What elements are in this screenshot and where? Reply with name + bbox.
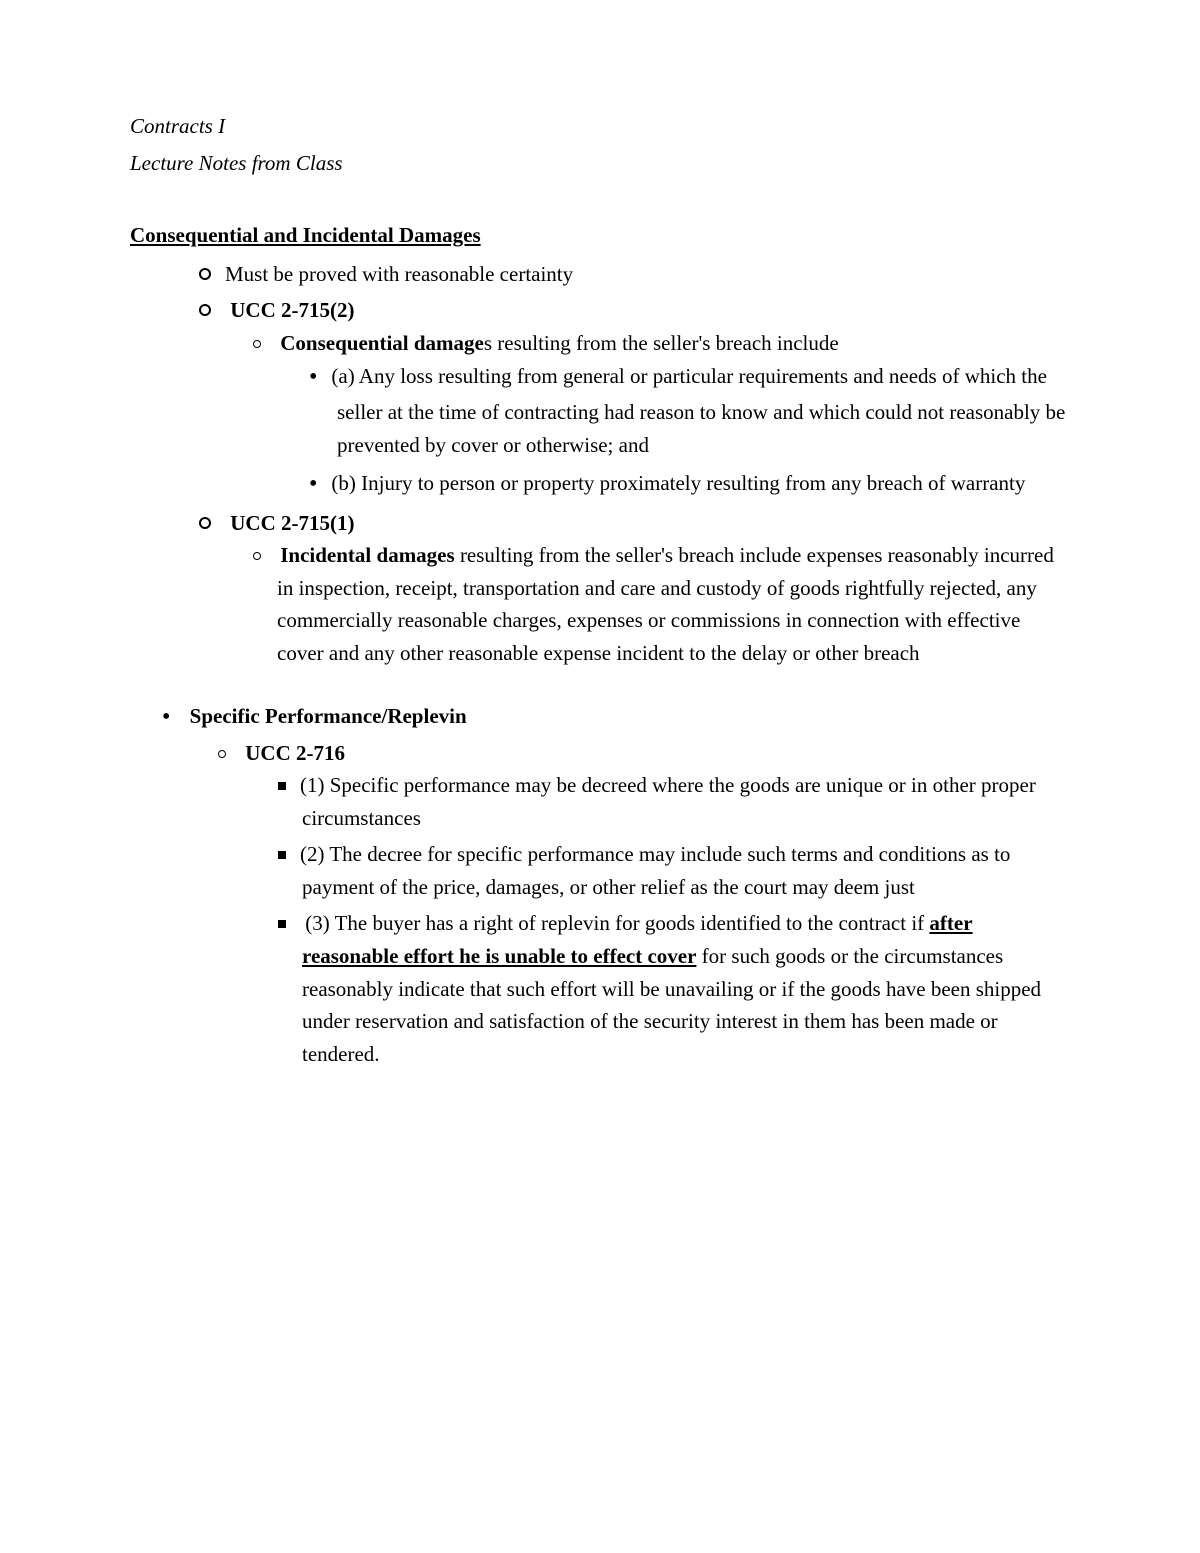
bold-prefix: Consequential damage — [280, 331, 484, 355]
p3-pre: (3) The buyer has a right of replevin fo… — [305, 911, 929, 935]
list-item-ucc2716: UCC 2-716 (1) Specific performance may b… — [242, 737, 1070, 1070]
sp-list: Specific Performance/Replevin UCC 2-716 … — [130, 699, 1070, 1070]
list-item: (1) Specific performance may be decreed … — [302, 769, 1070, 834]
list-item: Consequential damages resulting from the… — [277, 327, 1070, 503]
list-item: (b) Injury to person or property proxima… — [337, 466, 1070, 503]
bold-prefix: Incidental damages — [280, 543, 454, 567]
item-text: (3) The buyer has a right of replevin fo… — [302, 911, 1041, 1065]
sub-list: UCC 2-716 (1) Specific performance may b… — [190, 737, 1070, 1070]
course-title: Contracts I — [130, 110, 1070, 143]
section-specific-performance: Specific Performance/Replevin UCC 2-716 … — [130, 699, 1070, 1070]
item-text: Must be proved with reasonable certainty — [225, 262, 573, 286]
list-item-sp: Specific Performance/Replevin UCC 2-716 … — [190, 699, 1070, 1070]
sub-sub-list: (1) Specific performance may be decreed … — [242, 769, 1070, 1070]
list-item: (a) Any loss resulting from general or p… — [337, 359, 1070, 461]
ucc-label: UCC 2-715(2) — [230, 298, 354, 322]
list-item-ucc2715-1: UCC 2-715(1) Incidental damages resultin… — [225, 507, 1070, 670]
text-rest: s resulting from the seller's breach inc… — [484, 331, 839, 355]
item-text: (2) The decree for specific performance … — [300, 842, 1010, 899]
ucc-label: UCC 2-716 — [245, 741, 345, 765]
section-title-damages: Consequential and Incidental Damages — [130, 219, 1070, 252]
item-text: Incidental damages resulting from the se… — [277, 543, 1054, 665]
list-item: Incidental damages resulting from the se… — [277, 539, 1070, 669]
item-text: (1) Specific performance may be decreed … — [300, 773, 1036, 830]
item-text: Consequential damages resulting from the… — [280, 331, 838, 355]
damages-list: Must be proved with reasonable certainty… — [130, 258, 1070, 670]
item-text: (b) Injury to person or property proxima… — [331, 471, 1025, 495]
sub-list: Consequential damages resulting from the… — [225, 327, 1070, 503]
list-item: (2) The decree for specific performance … — [302, 838, 1070, 903]
sub-sub-list: (a) Any loss resulting from general or p… — [277, 359, 1070, 502]
list-item: Must be proved with reasonable certainty — [225, 258, 1070, 291]
sp-title: Specific Performance/Replevin — [190, 704, 467, 728]
subtitle: Lecture Notes from Class — [130, 147, 1070, 180]
sub-list: Incidental damages resulting from the se… — [225, 539, 1070, 669]
list-item-ucc2715-2: UCC 2-715(2) Consequential damages resul… — [225, 294, 1070, 503]
ucc-label: UCC 2-715(1) — [230, 511, 354, 535]
list-item: (3) The buyer has a right of replevin fo… — [302, 907, 1070, 1070]
document-header: Contracts I Lecture Notes from Class — [130, 110, 1070, 179]
item-text: (a) Any loss resulting from general or p… — [331, 364, 1065, 457]
